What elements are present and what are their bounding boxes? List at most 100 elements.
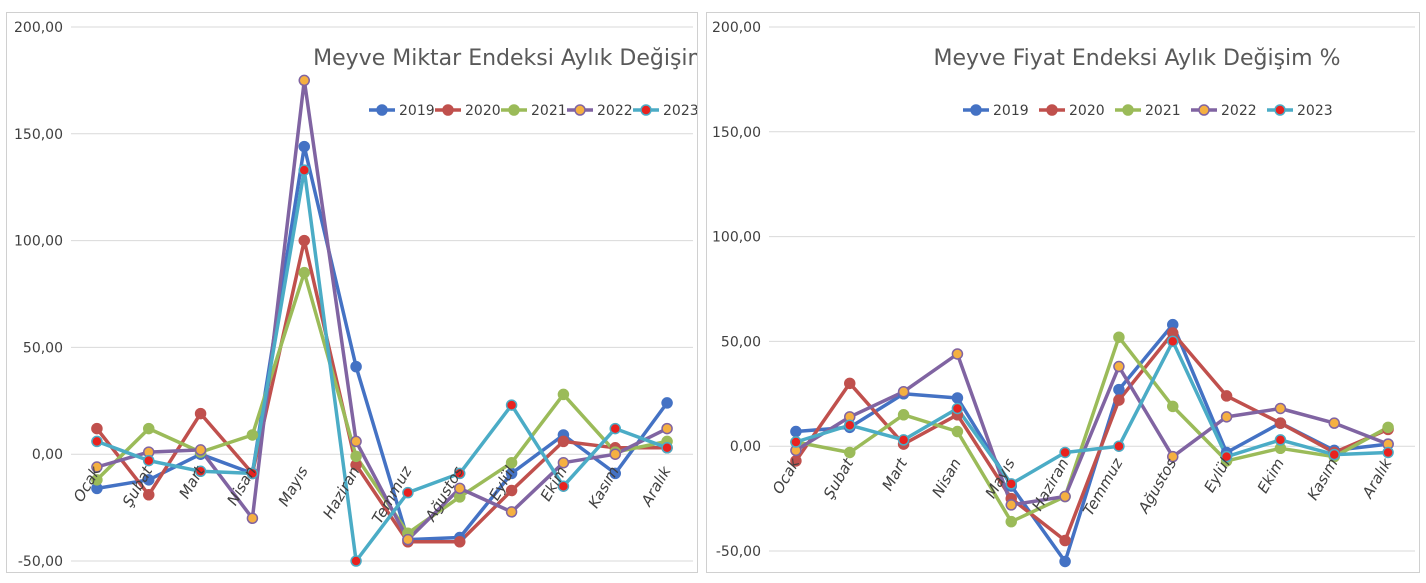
legend-item-2021: 2021 (501, 103, 567, 119)
legend-label: 2019 (993, 103, 1029, 119)
data-point-2021 (897, 409, 910, 421)
data-point-2023 (1274, 434, 1287, 446)
series-line-2023 (95, 168, 669, 563)
legend-marker (1274, 104, 1286, 116)
data-point-2019 (609, 467, 621, 480)
data-point-2019 (298, 140, 310, 153)
legend-item-2023: 2023 (1267, 103, 1333, 119)
data-point-2021 (557, 388, 570, 401)
legend-item-2019: 2019 (963, 103, 1029, 119)
data-point-2019 (1113, 383, 1125, 396)
series-line-2022 (794, 352, 1390, 507)
data-point-2023 (1059, 446, 1071, 459)
data-point-2023 (1382, 446, 1394, 459)
data-point-2020 (505, 484, 518, 497)
data-point-2023 (143, 454, 155, 467)
data-point-2023 (1328, 448, 1340, 461)
data-point-2023 (505, 399, 518, 411)
data-point-2023 (897, 434, 910, 446)
data-point-2020 (1274, 417, 1287, 429)
data-point-2023 (454, 467, 466, 480)
legend-item-2019: 2019 (369, 103, 435, 119)
legend-item-2020: 2020 (1039, 103, 1105, 119)
y-tick-label: 200,00 (712, 20, 761, 36)
x-tick-label: Mart (878, 454, 911, 494)
y-tick-label: 100,00 (14, 234, 63, 250)
legend-marker (640, 104, 652, 116)
data-point-2022 (194, 444, 207, 456)
chart-miktar-panel: -50,00 0,00 50,00 100,00 150,00 200,00 Meyve M… (6, 12, 698, 573)
chart-title: Meyve Fiyat Endeksi Aylık Değişim % (933, 46, 1340, 71)
data-point-2021 (246, 429, 259, 441)
chart-title: Meyve Miktar Endeksi Aylık Değişim % (313, 46, 697, 71)
legend-marker (442, 104, 454, 116)
data-point-2021 (91, 474, 103, 486)
data-point-2021 (1382, 421, 1394, 434)
x-tick-label: Aralık (1358, 454, 1396, 502)
data-point-2022 (1328, 417, 1340, 429)
data-point-2023 (557, 480, 570, 492)
data-point-2019 (790, 425, 802, 438)
data-point-2021 (1005, 515, 1017, 528)
y-tick-label: 200,00 (14, 20, 63, 36)
x-tick-label: Aralık (637, 462, 675, 510)
legend-label: 2022 (597, 103, 633, 119)
x-tick-label: Şubat (119, 462, 157, 510)
y-tick-label: -50,00 (716, 544, 761, 560)
data-point-2022 (1005, 499, 1017, 511)
data-point-2021 (1113, 331, 1125, 343)
x-tick-label: Ekim (1254, 455, 1288, 496)
legend-marker (508, 104, 520, 116)
data-point-2019 (350, 360, 362, 373)
data-point-2023 (661, 442, 673, 454)
data-point-2020 (143, 489, 155, 501)
legend-label: 2020 (465, 103, 501, 119)
data-point-2022 (609, 448, 621, 460)
legend-marker (1122, 104, 1134, 116)
data-point-2022 (454, 482, 466, 495)
legend-item-2022: 2022 (1191, 103, 1257, 119)
data-point-2023 (1005, 478, 1017, 490)
data-point-2021 (844, 446, 856, 459)
data-point-2023 (951, 402, 964, 415)
data-point-2021 (505, 456, 518, 469)
data-point-2023 (91, 435, 103, 448)
data-point-2022 (350, 435, 362, 448)
data-point-2023 (194, 465, 207, 478)
legend-label: 2023 (663, 103, 697, 119)
series-line-2022 (95, 78, 669, 542)
data-point-2021 (350, 450, 362, 463)
x-tick-label: Nisan (928, 455, 965, 500)
data-point-2020 (298, 234, 310, 247)
x-tick-label: Ağustos (1134, 455, 1180, 517)
y-tick-label: 150,00 (712, 125, 761, 141)
y-tick-label: -50,00 (18, 554, 63, 570)
data-point-2023 (1113, 440, 1125, 452)
data-point-2019 (143, 474, 155, 486)
data-point-2021 (298, 266, 310, 279)
series-line-2019 (794, 322, 1390, 564)
series-line-2021 (95, 270, 669, 535)
data-point-2023 (1167, 335, 1179, 348)
series-line-2020 (794, 331, 1390, 543)
data-point-2022 (505, 506, 518, 518)
data-point-2022 (951, 348, 964, 360)
chart-miktar: -50,00 0,00 50,00 100,00 150,00 200,00 Meyve M… (14, 20, 697, 570)
legend-item-2020: 2020 (435, 103, 501, 119)
series-line-2023 (794, 339, 1390, 486)
data-point-2022 (402, 533, 414, 546)
data-point-2023 (402, 486, 414, 499)
data-point-2022 (1220, 411, 1233, 423)
data-point-2020 (1220, 390, 1233, 402)
data-point-2023 (790, 436, 802, 448)
data-point-2021 (1167, 400, 1179, 413)
legend-marker (1046, 104, 1058, 116)
data-point-2022 (557, 456, 570, 469)
data-point-2022 (1167, 450, 1179, 463)
y-tick-label: 0,00 (730, 439, 761, 455)
data-point-2020 (1113, 394, 1125, 406)
data-point-2020 (1059, 534, 1071, 547)
legend-label: 2021 (1145, 103, 1181, 119)
x-tick-label: Kasım (1304, 455, 1342, 503)
data-point-2020 (557, 435, 570, 448)
